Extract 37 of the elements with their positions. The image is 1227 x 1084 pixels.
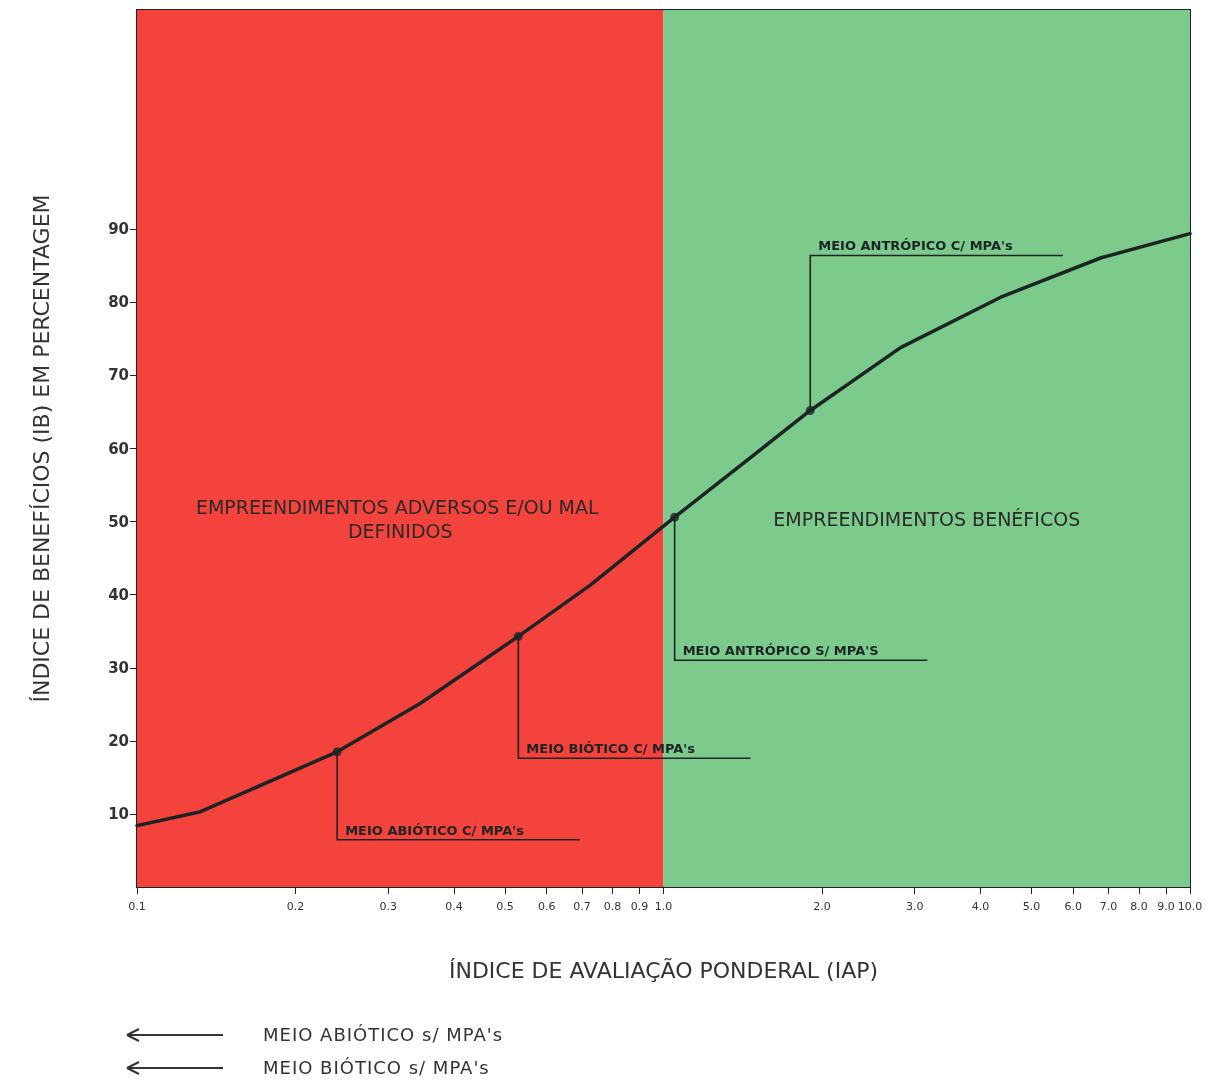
y-tick-label: 40 [108,585,129,604]
x-tick-label: 0.2 [286,900,305,913]
x-tick-label: 9.0 [1157,900,1175,913]
x-tick-label: 0.8 [603,900,622,913]
band-label: EMPREENDIMENTOS BENÉFICOS [773,507,1081,530]
x-tick-label: 0.6 [537,900,556,913]
x-tick-label: 1.0 [654,900,673,913]
x-tick-label: 0.4 [445,900,463,913]
x-tick-label: 5.0 [1022,900,1041,913]
x-tick-label: 4.0 [971,900,990,913]
text: MEIO ABIÓTICO s/ MPA's [263,1024,504,1045]
x-tick-label: 2.0 [813,900,831,913]
y-tick-label: 50 [108,512,129,531]
x-tick-label: 0.5 [496,900,514,913]
x-tick-label: 8.0 [1130,900,1148,913]
x-tick-label: 0.3 [379,900,397,913]
y-tick-label: 80 [108,293,129,312]
x-tick-label: 0.7 [573,900,591,913]
y-tick-label: 90 [108,220,129,239]
y-tick-label: 70 [108,366,129,385]
annotation: MEIO ABIÓTICO C/ MPA's [345,822,525,838]
annotation: MEIO ANTRÓPICO S/ MPA'S [682,643,879,659]
x-tick-label: 10.0 [1177,900,1203,913]
y-tick-label: 20 [108,731,129,750]
band-label: EMPREENDIMENTOS ADVERSOS E/OU MAL DEFINIDOS [195,495,605,542]
x-tick-label: 3.0 [905,900,924,913]
y-tick-label: 30 [108,658,129,677]
x-tick-label: 7.0 [1099,900,1118,913]
x-axis-title: ÍNDICE DE AVALIAÇÃO PONDERAL (IAP) [448,956,879,983]
x-tick-label: 0.9 [630,900,649,913]
y-tick-label: 60 [108,439,129,458]
x-tick-label: 0.1 [128,900,146,913]
y-tick-label: 10 [108,804,129,823]
y-axis-title: ÍNDICE DE BENEFÍCIOS (IB) EM PERCENTAGEM [28,194,54,703]
text: MEIO BIÓTICO s/ MPA's [263,1057,490,1078]
annotation: MEIO ANTRÓPICO C/ MPA's [818,238,1013,254]
x-tick-label: 6.0 [1064,900,1082,913]
